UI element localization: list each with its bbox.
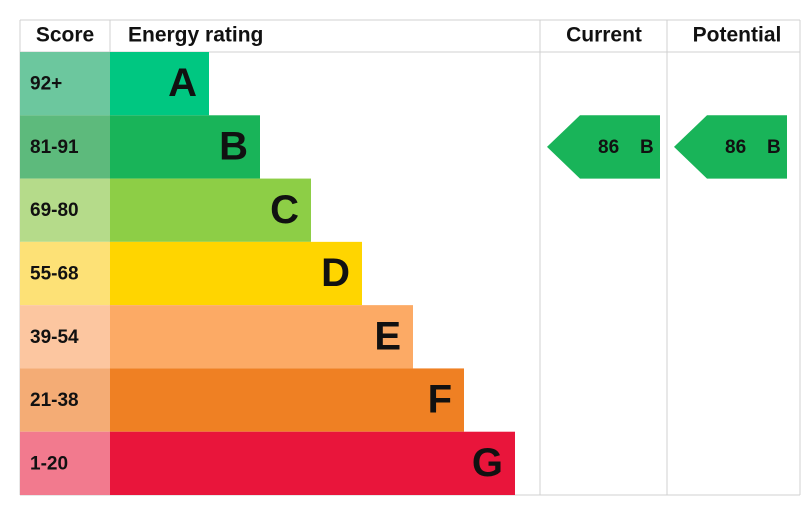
potential-arrow [674, 115, 787, 179]
current-letter: B [640, 137, 654, 158]
rating-letter: G [472, 441, 503, 485]
score-label: 55-68 [30, 264, 79, 285]
rating-letter: D [321, 251, 350, 295]
rating-letter: F [428, 378, 452, 422]
rating-bar [110, 178, 311, 242]
score-cell [20, 305, 110, 369]
rating-letter: E [374, 314, 401, 358]
score-cell [20, 52, 110, 116]
score-label: 39-54 [30, 327, 79, 348]
rating-bar [110, 368, 464, 432]
current-header: Current [566, 24, 642, 47]
rating-bar [110, 431, 515, 495]
rating-bar [110, 305, 413, 369]
score-cell [20, 368, 110, 432]
score-cell [20, 241, 110, 306]
score-label: 69-80 [30, 200, 79, 221]
score-label: 81-91 [30, 137, 79, 158]
score-label: 92+ [30, 74, 62, 95]
score-label: 1-20 [30, 453, 68, 474]
score-cell [20, 431, 110, 495]
potential-value: 86 [725, 137, 746, 158]
score-label: 21-38 [30, 390, 79, 411]
score-cell [20, 115, 110, 179]
rating-bar [110, 52, 209, 116]
rating-letter: C [270, 188, 299, 232]
rating-bar [110, 241, 362, 306]
potential-header: Potential [693, 24, 782, 47]
current-arrow [547, 115, 660, 179]
rating-letter: A [168, 61, 197, 105]
score-cell [20, 178, 110, 242]
potential-letter: B [767, 137, 781, 158]
rating-letter: B [219, 124, 248, 168]
rating-header: Energy rating [128, 24, 263, 47]
current-value: 86 [598, 137, 619, 158]
score-header: Score [36, 24, 94, 47]
rating-bar [110, 115, 260, 179]
